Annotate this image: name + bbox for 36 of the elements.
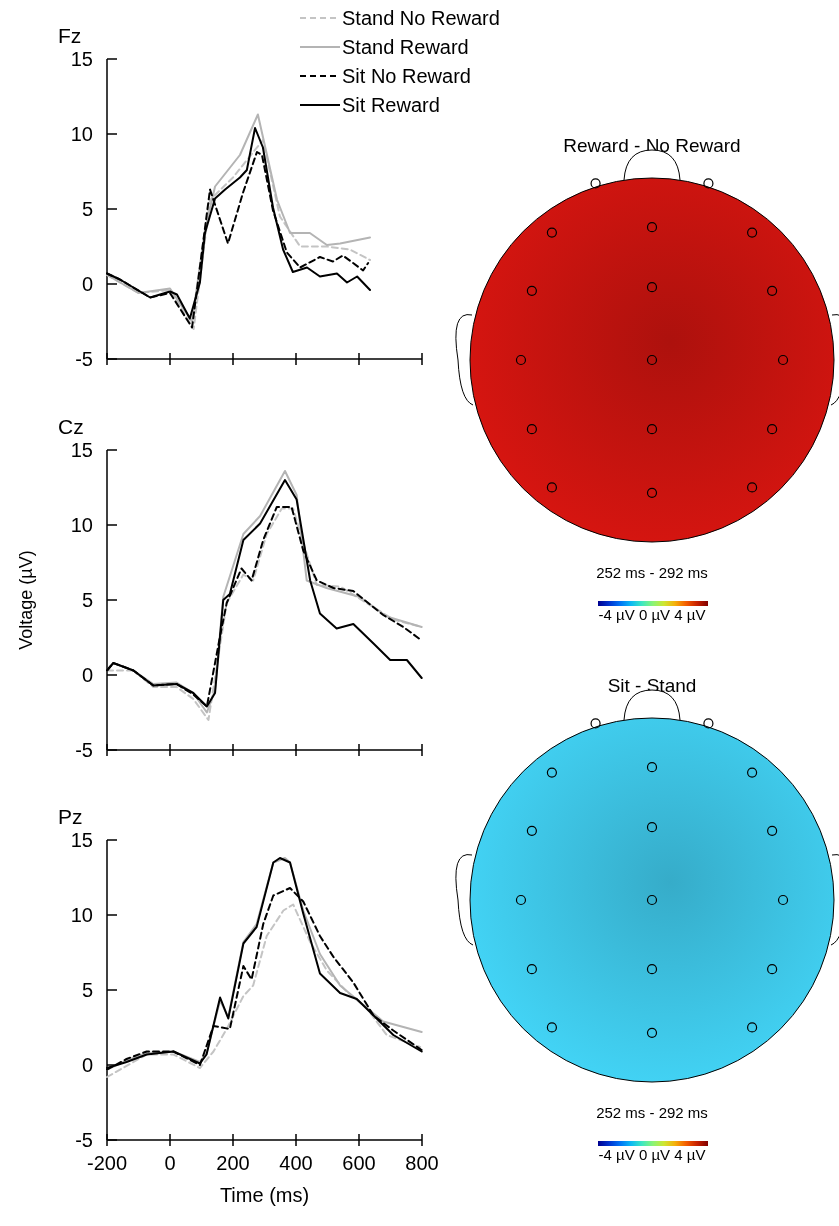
y-tick-label: 15 bbox=[70, 829, 93, 851]
y-tick-label: -5 bbox=[75, 739, 93, 761]
text: -4 µV 0 µV 4 µV bbox=[598, 606, 706, 623]
x-tick-label: 0 bbox=[164, 1152, 176, 1174]
y-tick-label: 10 bbox=[70, 904, 93, 926]
text: 252 ms - 292 ms bbox=[596, 1104, 708, 1121]
y-tick-label: 10 bbox=[70, 514, 93, 536]
y-tick-label: -5 bbox=[75, 348, 93, 370]
y-tick-label: 0 bbox=[81, 1054, 93, 1076]
y-tick-label: 15 bbox=[70, 439, 93, 461]
y-tick-label: 0 bbox=[81, 273, 93, 295]
y-tick-label: 5 bbox=[81, 979, 93, 1001]
legend-label: Stand No Reward bbox=[342, 7, 500, 29]
x-axis-title: Time (ms) bbox=[219, 1184, 310, 1206]
legend-label: Sit Reward bbox=[342, 94, 440, 116]
y-tick-label: 10 bbox=[70, 123, 93, 145]
x-tick-label: 200 bbox=[216, 1152, 250, 1174]
chart-title: Fz bbox=[58, 24, 82, 47]
text: Sit - Stand bbox=[607, 675, 697, 696]
chart-title: Pz bbox=[58, 805, 83, 828]
x-tick-label: 800 bbox=[405, 1152, 439, 1174]
chart-title: Cz bbox=[58, 415, 84, 438]
y-tick-label: 5 bbox=[81, 198, 93, 220]
y-axis-title: Voltage (µV) bbox=[16, 550, 36, 650]
text: Reward - No Reward bbox=[563, 135, 741, 156]
legend-label: Sit No Reward bbox=[342, 65, 471, 87]
y-tick-label: 15 bbox=[70, 48, 93, 70]
text: 252 ms - 292 ms bbox=[596, 564, 708, 581]
x-tick-label: 400 bbox=[279, 1152, 313, 1174]
legend-label: Stand Reward bbox=[342, 36, 469, 58]
text: -4 µV 0 µV 4 µV bbox=[598, 1146, 706, 1163]
x-tick-label: 600 bbox=[342, 1152, 376, 1174]
y-tick-label: -5 bbox=[75, 1129, 93, 1151]
y-tick-label: 0 bbox=[81, 664, 93, 686]
y-tick-label: 5 bbox=[81, 589, 93, 611]
x-tick-label: -200 bbox=[86, 1152, 128, 1174]
